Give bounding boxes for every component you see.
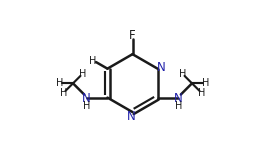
Text: H: H xyxy=(198,88,205,98)
Text: N: N xyxy=(127,110,136,123)
Text: H: H xyxy=(202,78,209,88)
Text: H: H xyxy=(60,88,67,98)
Text: H: H xyxy=(179,69,186,79)
Text: H: H xyxy=(175,101,182,111)
Text: F: F xyxy=(129,29,136,42)
Text: H: H xyxy=(89,56,96,66)
Text: H: H xyxy=(83,101,90,111)
Text: H: H xyxy=(79,69,86,79)
Text: N: N xyxy=(174,92,183,105)
Text: N: N xyxy=(82,92,91,105)
Text: H: H xyxy=(56,78,63,88)
Text: N: N xyxy=(157,61,166,74)
